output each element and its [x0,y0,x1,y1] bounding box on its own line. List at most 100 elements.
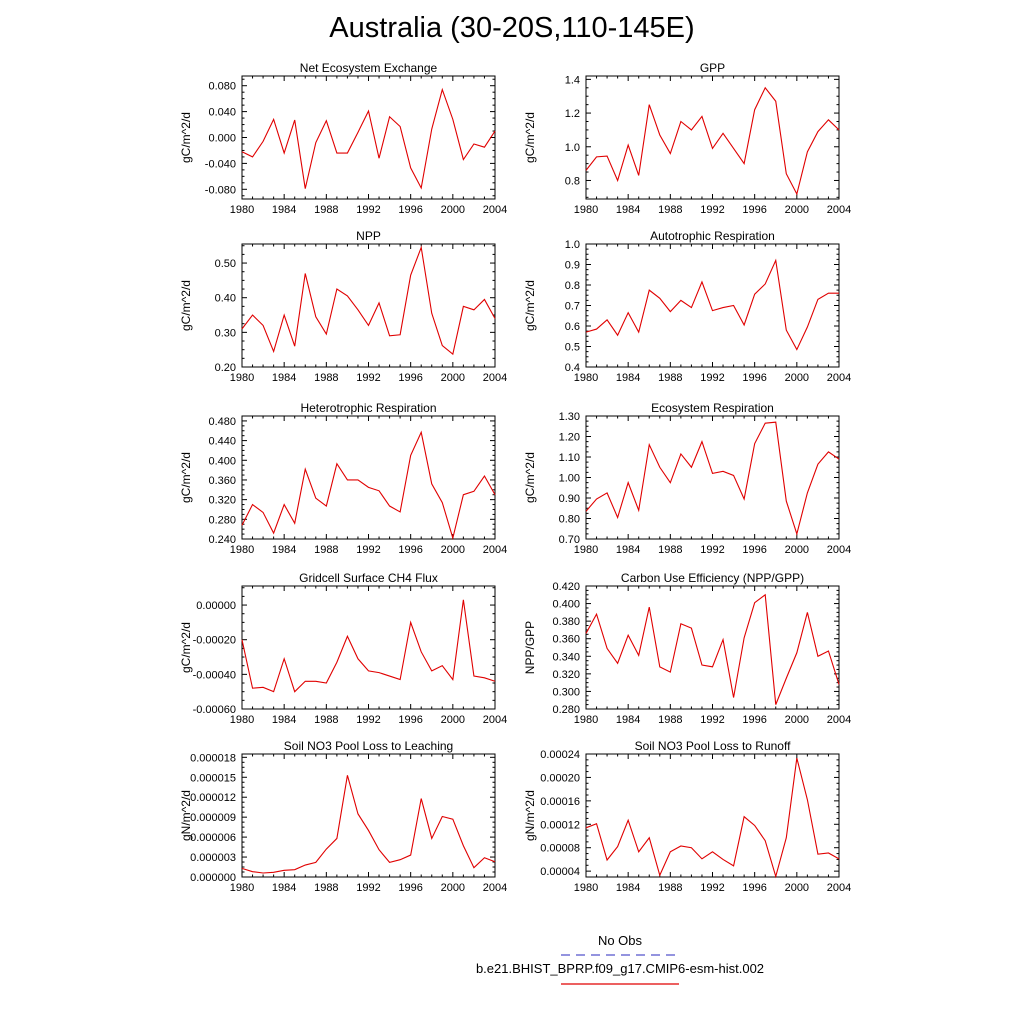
panel-1: Net Ecosystem Exchange gC/m^2/d 1980 1984 19… [179,61,507,216]
panel-9: Soil NO3 Pool Loss to Leaching gN/m^2/d 19… [179,739,507,894]
series-line [585,593,840,705]
y-tick-label: 0.040 [208,107,236,119]
x-tick-label: 2000 [785,204,809,216]
x-tick-label: 2000 [785,544,809,556]
x-tick-label: 1980 [230,544,254,556]
x-tick-label: 1996 [742,204,766,216]
series-line [241,430,496,541]
x-tick-label: 2000 [441,372,465,384]
x-tick-label: 1992 [700,372,724,384]
x-tick-label: 2004 [827,372,851,384]
y-tick-label: 1.20 [559,432,580,444]
x-tick-label: 1984 [272,882,296,894]
y-tick-label: 1.30 [559,411,580,423]
y-axis-label: gN/m^2/d [523,790,537,841]
series-line [241,87,496,190]
x-tick-label: 1988 [658,204,682,216]
x-tick-label: 1996 [742,882,766,894]
y-tick-label: 0.8 [565,175,580,187]
y-tick-label: 0.20 [215,362,236,374]
x-tick-label: 1992 [356,714,380,726]
y-tick-label: 0.70 [559,534,580,546]
x-tick-label: 1984 [616,204,640,216]
panel-4: Autotrophic Respiration gC/m^2/d 1980 1984 1… [523,229,851,384]
y-tick-label: 1.2 [565,108,580,120]
y-tick-label: 0.40 [215,293,236,305]
x-tick-label: 1980 [230,882,254,894]
x-tick-label: 1992 [700,544,724,556]
x-tick-label: 2004 [483,204,507,216]
panel-frame [241,753,496,878]
x-tick-label: 1980 [574,204,598,216]
panel-title: NPP [356,229,381,243]
y-axis-label: gC/m^2/d [523,280,537,331]
page-title: Australia (30-20S,110-145E) [329,12,695,44]
legend-model-label: b.e21.BHIST_BPRP.f09_g17.CMIP6-esm-hist.… [475,961,765,976]
y-tick-label: -0.080 [205,184,236,196]
y-axis-label: gC/m^2/d [179,280,193,331]
legend-obs-line [561,954,679,956]
legend-model-line [561,983,679,985]
x-tick-label: 1980 [230,372,254,384]
y-tick-label: 0.00008 [540,843,580,855]
x-tick-label: 1984 [616,544,640,556]
x-tick-label: 1996 [742,714,766,726]
y-tick-label: 0.00016 [540,796,580,808]
x-tick-label: 1984 [272,204,296,216]
panel-frame [585,75,840,200]
y-axis-label: gC/m^2/d [179,112,193,163]
panel-2: GPP gC/m^2/d 1980 1984 1988 1992 1996 2000 2004 0… [523,61,851,216]
x-tick-label: 2000 [441,714,465,726]
y-tick-label: -0.00060 [193,704,236,716]
y-tick-label: 0.00000 [196,600,236,612]
series-line [241,775,496,874]
y-tick-label: 0.00020 [540,772,580,784]
series-line [585,757,840,879]
y-axis-label: gC/m^2/d [523,452,537,503]
x-tick-label: 1992 [356,882,380,894]
x-tick-label: 1980 [230,204,254,216]
y-tick-label: 0.5 [565,342,580,354]
x-tick-label: 1992 [356,544,380,556]
y-axis-label: gC/m^2/d [523,112,537,163]
x-tick-label: 1996 [398,372,422,384]
y-axis-label: gN/m^2/d [179,790,193,841]
x-tick-label: 1988 [314,372,338,384]
panel-title: Gridcell Surface CH4 Flux [299,571,438,585]
y-axis-label: gC/m^2/d [179,452,193,503]
y-tick-label: 0.00012 [540,819,580,831]
y-tick-label: 0.000 [208,133,236,145]
y-tick-label: 0.30 [215,327,236,339]
x-tick-label: 1984 [616,882,640,894]
y-tick-label: 0.6 [565,321,580,333]
y-tick-label: 0.280 [208,514,236,526]
panel-8: Carbon Use Efficiency (NPP/GPP) NPP/GPP 19… [523,571,851,726]
y-tick-label: 1.0 [565,142,580,154]
y-axis-label: gC/m^2/d [179,622,193,673]
y-tick-label: 0.240 [208,534,236,546]
panel-5: Heterotrophic Respiration gC/m^2/d 1980 198… [179,401,507,556]
series-line [585,86,840,196]
x-tick-label: 1992 [700,882,724,894]
panel-7: Gridcell Surface CH4 Flux gC/m^2/d 1980 198… [179,571,507,726]
x-tick-label: 2004 [827,714,851,726]
y-tick-label: 0.90 [559,493,580,505]
y-tick-label: 0.000006 [190,832,236,844]
x-tick-label: 2004 [483,372,507,384]
x-tick-label: 1992 [700,204,724,216]
y-tick-label: -0.00020 [193,635,236,647]
panel-frame [585,415,840,540]
x-tick-label: 2000 [441,204,465,216]
x-tick-label: 2000 [785,882,809,894]
series-line [585,421,840,536]
x-tick-label: 1980 [574,372,598,384]
panel-title: Carbon Use Efficiency (NPP/GPP) [621,571,804,585]
series-line [585,258,839,351]
panel-frame [585,243,840,368]
x-tick-label: 1984 [616,714,640,726]
y-tick-label: 0.00024 [540,749,580,761]
y-tick-label: 0.8 [565,280,580,292]
x-tick-label: 1980 [574,882,598,894]
x-tick-label: 2004 [483,714,507,726]
